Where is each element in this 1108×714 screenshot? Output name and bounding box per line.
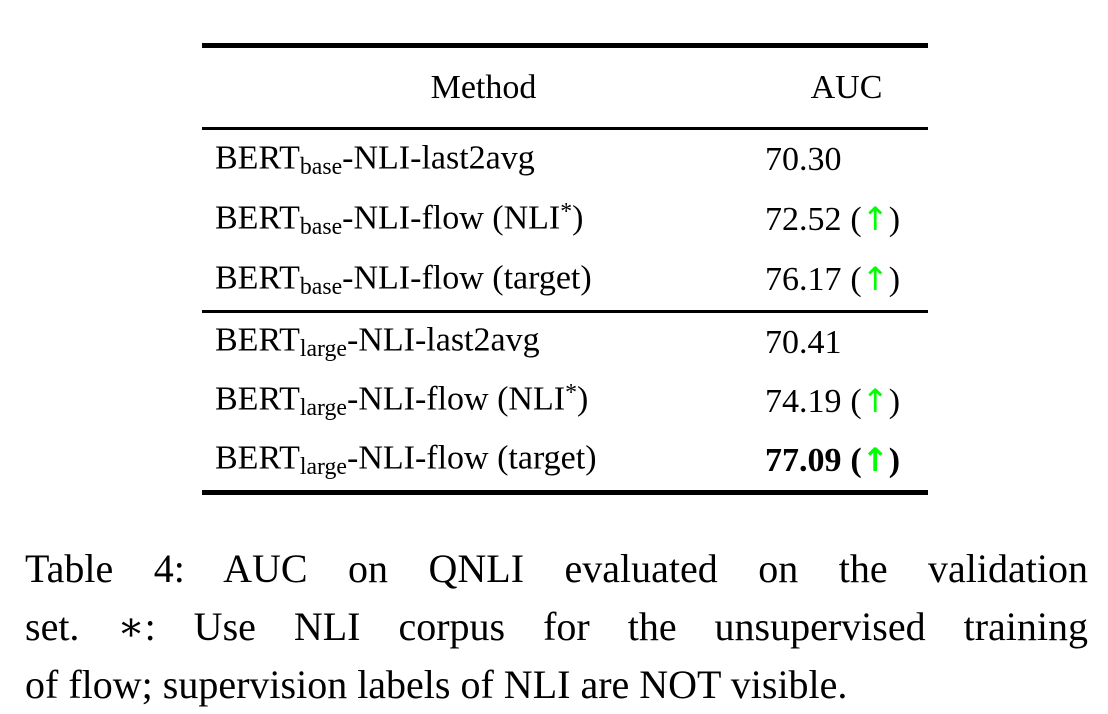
model-name: BERT bbox=[215, 439, 300, 477]
paren-open: ( bbox=[850, 441, 862, 479]
paren-close: ) bbox=[888, 201, 901, 238]
table-row: BERTbase-NLI-flow (NLI*) 72.52 (↑) bbox=[202, 190, 928, 250]
auc-value: 77.09 bbox=[765, 441, 842, 479]
method-suffix: -NLI-last2avg bbox=[347, 321, 540, 359]
up-arrow-icon: ↑ bbox=[861, 260, 889, 298]
gain-indicator: (↑) bbox=[850, 201, 900, 238]
model-subscript: large bbox=[299, 453, 347, 480]
auc-cell-best: 77.09 (↑) bbox=[765, 441, 928, 479]
auc-cell: 76.17 (↑) bbox=[765, 263, 928, 297]
method-tail: ) bbox=[572, 199, 584, 237]
table-caption: Table 4: AUC on QNLI evaluated on the va… bbox=[25, 540, 1088, 714]
paren-close: ) bbox=[888, 382, 901, 420]
table-row: BERTbase-NLI-flow (target) 76.17 (↑) bbox=[202, 250, 928, 310]
method-suffix: -NLI-flow (NLI bbox=[347, 380, 566, 418]
method-suffix: -NLI-flow (target) bbox=[342, 259, 592, 297]
up-arrow-icon: ↑ bbox=[861, 381, 889, 420]
asterisk-superscript: * bbox=[560, 198, 573, 225]
model-subscript: base bbox=[299, 213, 343, 240]
auc-cell: 70.41 bbox=[765, 323, 928, 361]
model-name: BERT bbox=[215, 139, 300, 177]
asterisk-superscript: * bbox=[565, 380, 577, 407]
up-arrow-icon: ↑ bbox=[861, 440, 889, 479]
method-name: BERTbase-NLI-flow (target) bbox=[202, 261, 765, 300]
method-suffix: -NLI-flow (NLI bbox=[342, 199, 561, 237]
up-arrow-icon: ↑ bbox=[861, 200, 889, 238]
gain-indicator: (↑) bbox=[850, 383, 900, 420]
table-group-base: BERTbase-NLI-last2avg 70.30 BERTbase-NLI… bbox=[202, 130, 928, 310]
gain-indicator: (↑) bbox=[850, 442, 900, 479]
auc-value: 76.17 bbox=[765, 261, 842, 298]
table-row: BERTbase-NLI-last2avg 70.30 bbox=[202, 130, 928, 190]
model-subscript: base bbox=[299, 273, 343, 300]
method-name: BERTbase-NLI-last2avg bbox=[202, 141, 765, 180]
method-tail: ) bbox=[576, 380, 589, 418]
table-row: BERTlarge-NLI-flow (NLI*) 74.19 (↑) bbox=[202, 372, 928, 431]
header-auc: AUC bbox=[810, 68, 883, 106]
auc-value: 72.52 bbox=[765, 201, 842, 238]
model-subscript: large bbox=[299, 335, 347, 362]
method-name: BERTlarge-NLI-flow (target) bbox=[202, 441, 765, 480]
model-name: BERT bbox=[215, 321, 300, 359]
model-subscript: large bbox=[299, 394, 347, 421]
model-name: BERT bbox=[215, 259, 300, 297]
header-method: Method bbox=[430, 68, 537, 106]
table-header-rule bbox=[202, 127, 928, 130]
model-subscript: base bbox=[299, 153, 343, 180]
table-group-large: BERTlarge-NLI-last2avg 70.41 BERTlarge-N… bbox=[202, 313, 928, 490]
method-name: BERTlarge-NLI-flow (NLI*) bbox=[202, 380, 765, 421]
caption-line: set. ∗: Use NLI corpus for the unsupervi… bbox=[25, 604, 1088, 649]
table-group-rule bbox=[202, 310, 928, 313]
method-name: BERTlarge-NLI-last2avg bbox=[202, 323, 765, 362]
table-bottom-rule bbox=[202, 490, 928, 495]
paren-open: ( bbox=[850, 201, 862, 238]
auc-value: 74.19 bbox=[765, 382, 842, 420]
auc-value: 70.41 bbox=[765, 323, 842, 361]
gain-indicator: (↑) bbox=[850, 261, 900, 298]
auc-value: 70.30 bbox=[765, 141, 842, 178]
method-name: BERTbase-NLI-flow (NLI*) bbox=[202, 198, 765, 240]
table-header-row: Method AUC bbox=[202, 48, 928, 127]
table-row: BERTlarge-NLI-last2avg 70.41 bbox=[202, 313, 928, 372]
caption-line: of flow; supervision labels of NLI are N… bbox=[25, 662, 848, 707]
model-name: BERT bbox=[215, 380, 300, 418]
auc-cell: 72.52 (↑) bbox=[765, 203, 928, 237]
auc-cell: 70.30 bbox=[765, 143, 928, 177]
paren-close: ) bbox=[888, 441, 901, 479]
auc-cell: 74.19 (↑) bbox=[765, 382, 928, 420]
method-suffix: -NLI-flow (target) bbox=[347, 439, 597, 477]
table-top-rule bbox=[202, 43, 928, 48]
results-table: Method AUC BERTbase-NLI-last2avg 70.30 B… bbox=[202, 43, 928, 495]
table-row: BERTlarge-NLI-flow (target) 77.09 (↑) bbox=[202, 431, 928, 490]
paren-open: ( bbox=[850, 382, 862, 420]
caption-line: Table 4: AUC on QNLI evaluated on the va… bbox=[25, 546, 1088, 591]
paren-close: ) bbox=[888, 261, 901, 298]
method-suffix: -NLI-last2avg bbox=[342, 139, 535, 177]
paren-open: ( bbox=[850, 261, 862, 298]
model-name: BERT bbox=[215, 199, 300, 237]
